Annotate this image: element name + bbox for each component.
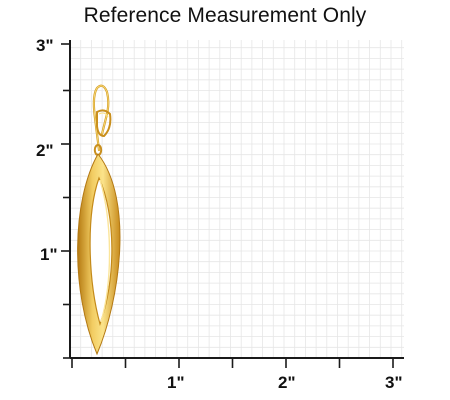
page-title: Reference Measurement Only bbox=[83, 4, 367, 27]
y-label-2-inch: 2" bbox=[36, 141, 54, 160]
y-label-1-inch: 1" bbox=[40, 245, 58, 264]
x-label-2-inch: 2" bbox=[278, 373, 296, 392]
x-label-3-inch: 3" bbox=[385, 373, 403, 392]
y-label-3-inch: 3" bbox=[36, 36, 54, 55]
axis-ticks bbox=[61, 43, 394, 368]
measurement-grid bbox=[69, 40, 404, 359]
x-label-1-inch: 1" bbox=[167, 373, 185, 392]
earring-image bbox=[77, 84, 121, 356]
